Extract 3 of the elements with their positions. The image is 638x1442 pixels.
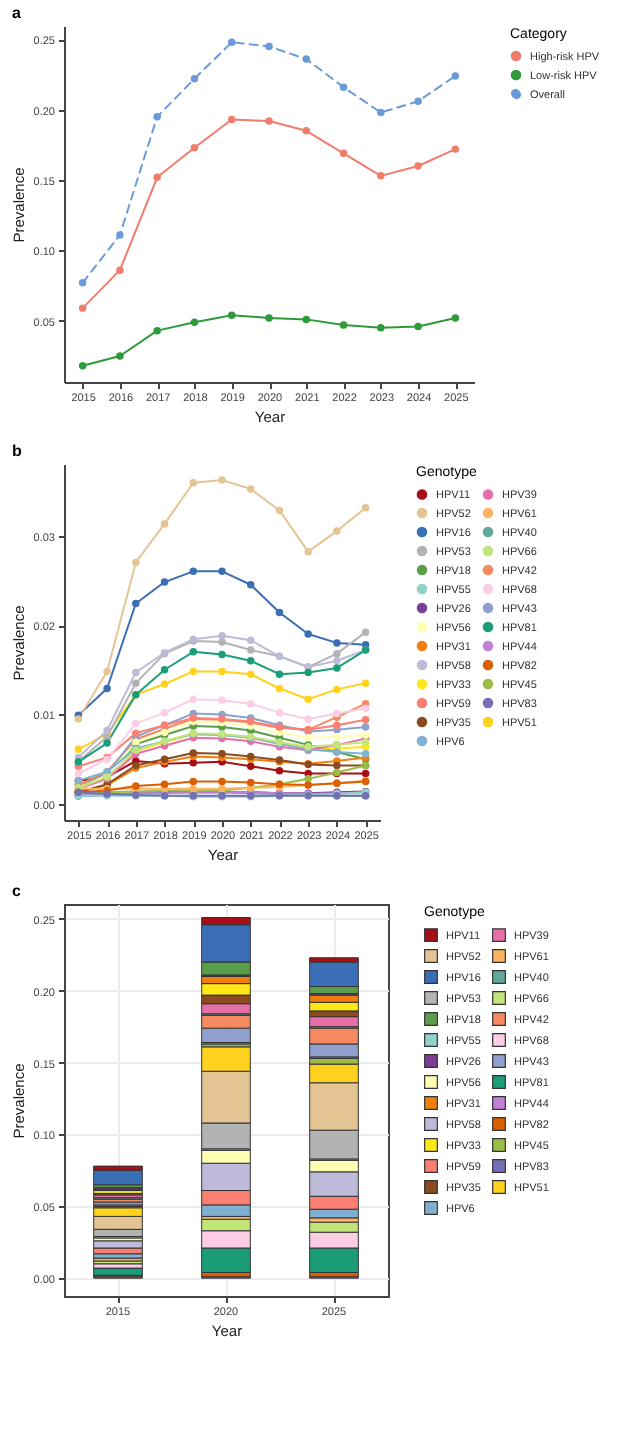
chart-title: a (12, 4, 22, 22)
chart-title: b (12, 442, 22, 460)
chart-title: c (12, 882, 22, 900)
